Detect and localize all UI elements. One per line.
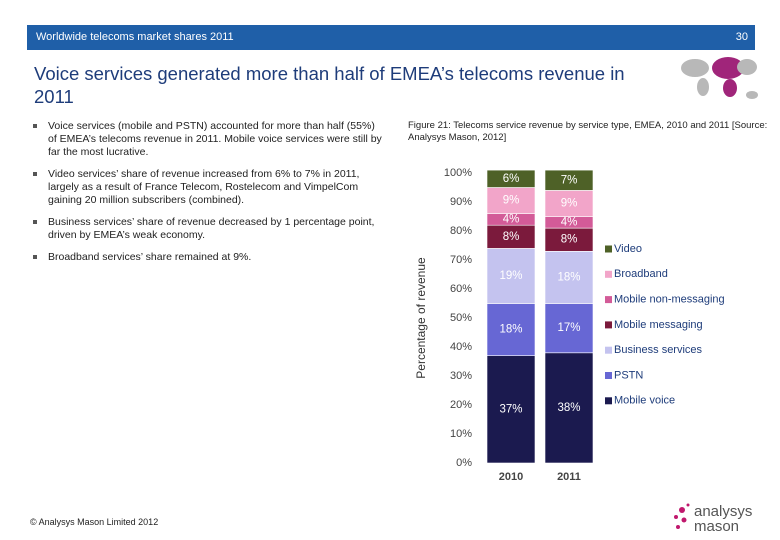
y-tick-label: 50% xyxy=(450,312,472,324)
world-map-icon xyxy=(681,57,758,99)
bar-segment xyxy=(486,303,536,357)
legend-swatch xyxy=(605,397,612,405)
y-axis-title: Percentage of revenue xyxy=(414,257,428,379)
bar-segment xyxy=(544,303,594,354)
bar-segment xyxy=(544,251,594,304)
legend-label: Video xyxy=(614,243,642,255)
x-tick-label: 2011 xyxy=(557,471,581,483)
data-label: 19% xyxy=(499,270,522,282)
legend-swatch xyxy=(605,346,612,354)
y-tick-label: 20% xyxy=(450,399,472,411)
legend-label: Mobile voice xyxy=(614,395,675,407)
legend-label: Business services xyxy=(614,344,703,356)
data-label: 37% xyxy=(499,403,522,415)
data-label: 4% xyxy=(503,213,520,225)
legend-swatch xyxy=(605,372,612,379)
y-tick-label: 90% xyxy=(450,196,472,208)
y-tick-label: 40% xyxy=(450,341,472,353)
legend-label: Broadband xyxy=(614,268,668,280)
data-label: 17% xyxy=(557,322,580,334)
bar-segment xyxy=(544,352,594,464)
y-tick-label: 0% xyxy=(456,457,472,469)
bullet-list: Voice services (mobile and PSTN) account… xyxy=(30,120,385,273)
legend-label: Mobile messaging xyxy=(614,319,703,331)
y-tick-label: 30% xyxy=(450,370,472,382)
bar-segment xyxy=(486,355,536,464)
data-label: 8% xyxy=(503,231,520,243)
header-section: Worldwide telecoms market shares 2011 xyxy=(36,31,234,43)
data-label: 38% xyxy=(557,402,580,414)
logo-text: mason xyxy=(694,518,739,535)
legend-label: PSTN xyxy=(614,369,643,381)
data-label: 6% xyxy=(503,173,520,185)
y-tick-label: 80% xyxy=(450,225,472,237)
footer: © Analysys Mason Limited 2012 xyxy=(30,517,159,527)
bullet: Broadband services’ share remained at 9%… xyxy=(30,251,385,264)
slide-title: Voice services generated more than half … xyxy=(34,63,625,107)
bullet: Business services’ share of revenue decr… xyxy=(30,216,385,242)
bar-segment xyxy=(544,190,594,217)
y-tick-label: 60% xyxy=(450,283,472,295)
legend-swatch xyxy=(605,296,612,304)
legend-label: Mobile non-messaging xyxy=(614,294,725,306)
page-number: 30 xyxy=(735,31,748,43)
bar-segment xyxy=(486,248,536,304)
bullet: Video services’ share of revenue increas… xyxy=(30,168,385,207)
legend-swatch xyxy=(605,245,612,253)
legend-swatch xyxy=(605,270,612,278)
header-band xyxy=(27,25,755,50)
bar-segment xyxy=(486,169,536,188)
data-label: 9% xyxy=(561,197,578,209)
data-label: 4% xyxy=(561,216,578,228)
y-tick-label: 10% xyxy=(450,428,472,440)
data-label: 18% xyxy=(499,324,522,336)
data-label: 8% xyxy=(561,234,578,246)
data-label: 7% xyxy=(561,174,578,186)
legend-swatch xyxy=(605,321,612,329)
logo-dots xyxy=(674,503,690,529)
x-tick-label: 2010 xyxy=(499,471,523,483)
y-tick-label: 100% xyxy=(444,167,472,179)
data-label: 9% xyxy=(503,195,520,207)
bullet: Voice services (mobile and PSTN) account… xyxy=(30,120,385,159)
bar-segment xyxy=(544,169,594,191)
logo-text: analysys xyxy=(694,503,752,520)
data-label: 18% xyxy=(557,271,580,283)
y-tick-label: 70% xyxy=(450,254,472,266)
figure-caption: Figure 21: Telecoms service revenue by s… xyxy=(408,120,768,143)
